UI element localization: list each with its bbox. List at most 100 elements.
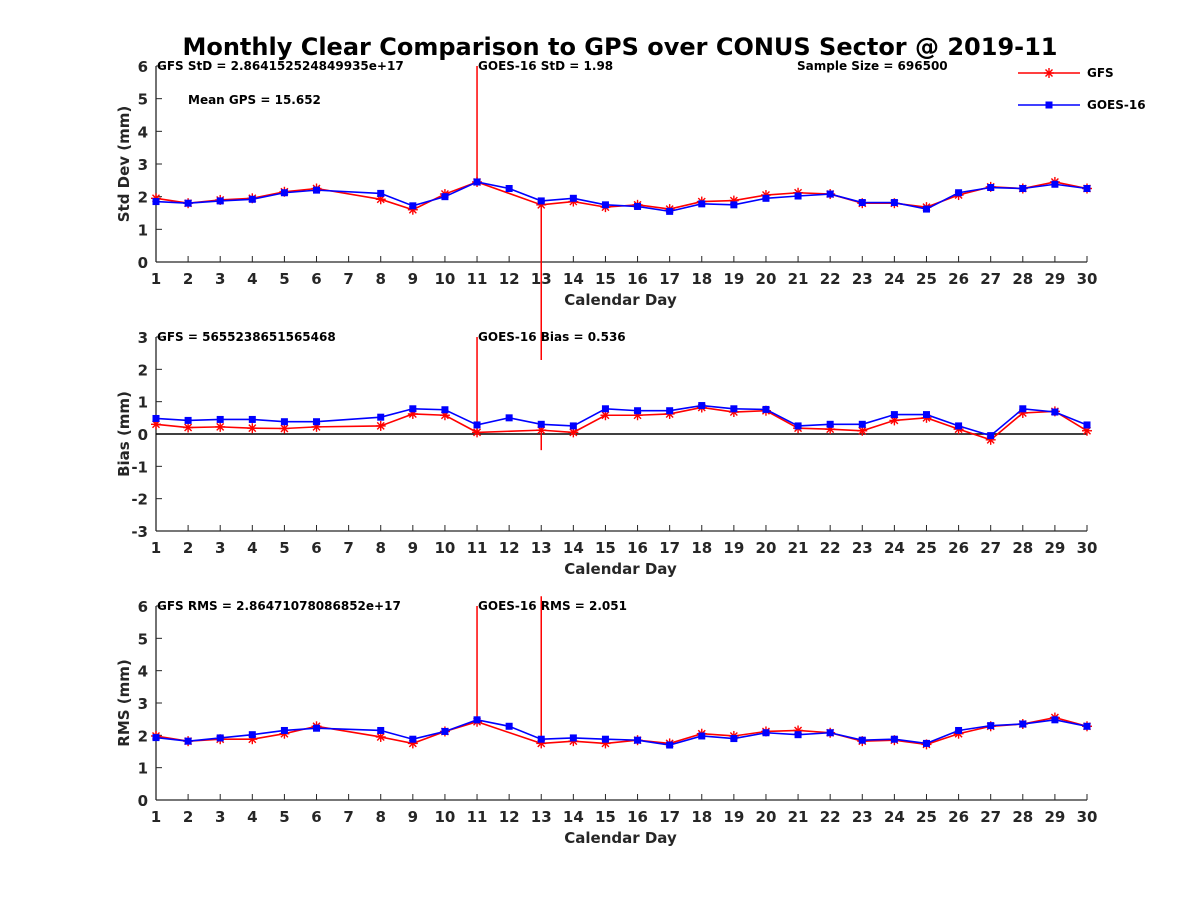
x-tick-label: 8 (376, 539, 386, 557)
x-tick-label: 18 (691, 539, 712, 557)
annotation-text: GFS = 5655238651565468 (157, 330, 336, 344)
data-point (505, 185, 513, 192)
data-point (409, 735, 417, 743)
x-tick-label: 26 (948, 808, 969, 826)
data-point (1051, 180, 1059, 188)
data-point (313, 186, 321, 194)
data-point (762, 729, 770, 737)
data-point (826, 729, 834, 737)
data-point (247, 423, 258, 434)
x-tick-label: 30 (1077, 270, 1098, 288)
x-tick-label: 28 (1012, 808, 1033, 826)
subplots: 1 2 3 4 5 6 7 8 9 10 11 12 13 14 15 16 17 18 19 20 21 22 23 24 2… (115, 58, 1097, 847)
data-point (184, 737, 192, 745)
panel-rms: 1 2 3 4 5 6 7 8 9 10 11 12 13 14 15 16 17 18 19 20 21 22 23 24 2… (115, 596, 1097, 847)
y-tick-label: -2 (131, 491, 148, 509)
x-tick-label: 17 (659, 270, 680, 288)
y-tick-label: 3 (138, 329, 148, 347)
x-tick-label: 5 (279, 539, 289, 557)
data-point (826, 420, 834, 428)
x-tick-label: 16 (627, 270, 648, 288)
data-point (730, 735, 738, 743)
y-tick-label: -3 (131, 523, 148, 541)
x-axis-label: Calendar Day (564, 560, 677, 578)
x-tick-label: 1 (151, 539, 161, 557)
x-tick-label: 14 (563, 270, 584, 288)
annotation-text: GOES-16 StD = 1.98 (478, 59, 613, 73)
legend-marker-gfs (1044, 68, 1054, 78)
data-point (666, 741, 674, 749)
legend: GFS GOES-16 (1018, 66, 1146, 112)
x-tick-label: 29 (1044, 808, 1065, 826)
data-point (890, 411, 898, 419)
x-tick-label: 20 (756, 808, 777, 826)
y-tick-label: 2 (138, 189, 148, 207)
x-tick-label: 24 (884, 270, 905, 288)
series-line (155, 406, 1088, 441)
data-point (473, 421, 481, 429)
data-point (858, 736, 866, 744)
annotation-text: GOES-16 Bias = 0.536 (478, 330, 626, 344)
x-tick-label: 30 (1077, 808, 1098, 826)
x-tick-label: 12 (499, 539, 520, 557)
x-tick-label: 20 (756, 270, 777, 288)
x-tick-label: 18 (691, 270, 712, 288)
x-tick-label: 26 (948, 270, 969, 288)
data-point (505, 722, 513, 730)
data-point (473, 178, 481, 186)
data-point (794, 192, 802, 200)
x-tick-label: 2 (183, 270, 193, 288)
data-point (569, 422, 577, 430)
x-tick-label: 17 (659, 539, 680, 557)
data-point (858, 199, 866, 207)
x-tick-label: 6 (311, 270, 321, 288)
data-point (569, 734, 577, 742)
data-point (634, 202, 642, 210)
series-line (155, 181, 1088, 213)
x-tick-label: 3 (215, 539, 225, 557)
data-point (183, 422, 194, 433)
data-point (987, 432, 995, 440)
x-tick-label: 24 (884, 808, 905, 826)
x-axis-label: Calendar Day (564, 829, 677, 847)
x-tick-label: 7 (343, 539, 353, 557)
data-point (1051, 408, 1059, 416)
data-point (730, 201, 738, 209)
x-tick-label: 2 (183, 808, 193, 826)
data-point (1019, 185, 1027, 192)
data-point (280, 726, 288, 734)
data-point (537, 420, 545, 428)
data-point (441, 727, 449, 735)
data-point (313, 418, 321, 426)
x-tick-label: 21 (788, 808, 809, 826)
annotation-text: Mean GPS = 15.652 (188, 93, 321, 107)
x-tick-label: 29 (1044, 539, 1065, 557)
x-tick-label: 4 (247, 539, 257, 557)
x-tick-label: 11 (467, 808, 488, 826)
data-point (601, 201, 609, 209)
data-point (377, 189, 385, 197)
x-tick-label: 4 (247, 808, 257, 826)
x-tick-label: 19 (723, 808, 744, 826)
data-point (955, 189, 963, 197)
legend-label-gfs: GFS (1087, 66, 1114, 80)
data-point (409, 202, 417, 210)
data-point (794, 422, 802, 430)
x-tick-label: 10 (434, 539, 455, 557)
y-tick-label: 0 (138, 792, 148, 810)
data-point (184, 416, 192, 424)
series-gfs (151, 596, 1092, 750)
x-tick-label: 15 (595, 270, 616, 288)
x-tick-label: 9 (408, 270, 418, 288)
y-tick-label: 6 (138, 598, 148, 616)
data-point (216, 197, 224, 205)
data-point (698, 732, 706, 740)
y-tick-label: 3 (138, 695, 148, 713)
data-point (826, 190, 834, 198)
data-point (441, 406, 449, 414)
series-goes16 (152, 716, 1091, 749)
data-point (955, 726, 963, 734)
annotation-text: GOES-16 RMS = 2.051 (478, 599, 627, 613)
x-tick-label: 25 (916, 808, 937, 826)
